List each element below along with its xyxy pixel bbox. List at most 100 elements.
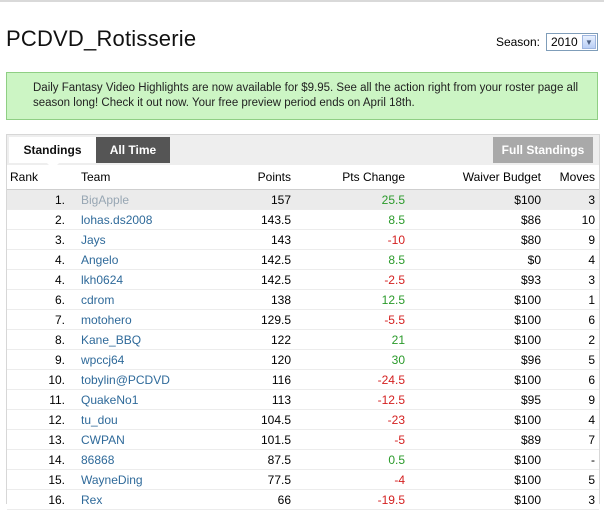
moves-cell: 3 <box>542 189 599 210</box>
table-header-row: Rank Team Points Pts Change Waiver Budge… <box>7 165 599 190</box>
team-link[interactable]: cdrom <box>69 289 214 310</box>
points-cell: 143.5 <box>214 209 292 230</box>
team-link[interactable]: tu_dou <box>69 409 214 430</box>
team-link[interactable]: Kane_BBQ <box>69 329 214 350</box>
rank-cell: 9. <box>7 349 69 370</box>
pts-change-cell: 21 <box>292 329 406 350</box>
promo-text: Daily Fantasy Video Highlights are now a… <box>33 82 579 109</box>
rank-cell: 4. <box>7 249 69 270</box>
table-row: 11. QuakeNo1 113 -12.5 $95 9 <box>7 389 599 410</box>
waiver-budget-cell: $100 <box>406 189 542 210</box>
team-link[interactable]: WayneDing <box>69 469 214 490</box>
table-row: 16. Rex 66 -19.5 $100 3 <box>7 489 599 510</box>
waiver-budget-cell: $100 <box>406 489 542 510</box>
pts-change-cell: 8.5 <box>292 209 406 230</box>
team-link[interactable]: BigApple <box>69 189 214 210</box>
header-points: Points <box>214 165 292 190</box>
rank-cell: 2. <box>7 209 69 230</box>
team-link[interactable]: QuakeNo1 <box>69 389 214 410</box>
points-cell: 77.5 <box>214 469 292 490</box>
table-row: 15. WayneDing 77.5 -4 $100 5 <box>7 469 599 490</box>
moves-cell: 9 <box>542 389 599 410</box>
chevron-down-icon[interactable]: ▼ <box>582 35 596 49</box>
points-cell: 116 <box>214 369 292 390</box>
team-link[interactable]: lohas.ds2008 <box>69 209 214 230</box>
table-row: 2. lohas.ds2008 143.5 8.5 $86 10 <box>7 209 599 230</box>
moves-cell: 3 <box>542 489 599 510</box>
points-cell: 143 <box>214 229 292 250</box>
points-cell: 129.5 <box>214 309 292 330</box>
moves-cell: 4 <box>542 409 599 430</box>
table-row: 4. Angelo 142.5 8.5 $0 4 <box>7 249 599 270</box>
moves-cell: 2 <box>542 329 599 350</box>
points-cell: 142.5 <box>214 249 292 270</box>
team-link[interactable]: motohero <box>69 309 214 330</box>
season-dropdown[interactable]: 2010 ▼ <box>546 33 598 51</box>
waiver-budget-cell: $100 <box>406 289 542 310</box>
tab-standings[interactable]: Standings <box>9 137 96 169</box>
moves-cell: 5 <box>542 349 599 370</box>
waiver-budget-cell: $100 <box>406 369 542 390</box>
table-row: 3. Jays 143 -10 $80 9 <box>7 229 599 250</box>
moves-cell: 6 <box>542 309 599 330</box>
team-link[interactable]: CWPAN <box>69 429 214 450</box>
team-link[interactable]: Rex <box>69 489 214 510</box>
table-row: 8. Kane_BBQ 122 21 $100 2 <box>7 329 599 350</box>
tab-all-time[interactable]: All Time <box>96 137 170 163</box>
pts-change-cell: -19.5 <box>292 489 406 510</box>
waiver-budget-cell: $86 <box>406 209 542 230</box>
table-row: 1. BigApple 157 25.5 $100 3 <box>7 189 599 210</box>
rank-cell: 10. <box>7 369 69 390</box>
rank-cell: 4. <box>7 269 69 290</box>
moves-cell: 3 <box>542 269 599 290</box>
rank-cell: 7. <box>7 309 69 330</box>
table-row: 10. tobylin@PCDVD 116 -24.5 $100 6 <box>7 369 599 390</box>
pts-change-cell: -2.5 <box>292 269 406 290</box>
points-cell: 113 <box>214 389 292 410</box>
rank-cell: 1. <box>7 189 69 210</box>
team-link[interactable]: tobylin@PCDVD <box>69 369 214 390</box>
header-moves: Moves <box>542 165 599 190</box>
rank-cell: 14. <box>7 449 69 470</box>
header-rank: Rank <box>7 165 69 190</box>
table-row: 6. cdrom 138 12.5 $100 1 <box>7 289 599 310</box>
rank-cell: 16. <box>7 489 69 510</box>
rank-cell: 13. <box>7 429 69 450</box>
pts-change-cell: 0.5 <box>292 449 406 470</box>
top-divider <box>0 0 604 2</box>
header-waiver-budget: Waiver Budget <box>406 165 542 190</box>
team-link[interactable]: Angelo <box>69 249 214 270</box>
rank-cell: 6. <box>7 289 69 310</box>
season-selector: Season: 2010 ▼ <box>496 33 598 51</box>
pts-change-cell: 25.5 <box>292 189 406 210</box>
team-link[interactable]: lkh0624 <box>69 269 214 290</box>
table-row: 12. tu_dou 104.5 -23 $100 4 <box>7 409 599 430</box>
points-cell: 87.5 <box>214 449 292 470</box>
header-team: Team <box>69 165 214 190</box>
moves-cell: 6 <box>542 369 599 390</box>
waiver-budget-cell: $100 <box>406 329 542 350</box>
standings-body: 1. BigApple 157 25.5 $100 3 2. lohas.ds2008 143.… <box>7 189 599 510</box>
pts-change-cell: -12.5 <box>292 389 406 410</box>
waiver-budget-cell: $93 <box>406 269 542 290</box>
standings-panel: Standings All Time Full Standings Rank T… <box>6 134 600 510</box>
pts-change-cell: 8.5 <box>292 249 406 270</box>
waiver-budget-cell: $96 <box>406 349 542 370</box>
full-standings-button[interactable]: Full Standings <box>493 137 593 163</box>
standings-table: Rank Team Points Pts Change Waiver Budge… <box>7 165 599 510</box>
team-link[interactable]: 86868 <box>69 449 214 470</box>
moves-cell: 5 <box>542 469 599 490</box>
team-link[interactable]: Jays <box>69 229 214 250</box>
waiver-budget-cell: $100 <box>406 409 542 430</box>
team-link[interactable]: wpccj64 <box>69 349 214 370</box>
season-label: Season: <box>495 35 540 49</box>
moves-cell: - <box>542 449 599 470</box>
waiver-budget-cell: $0 <box>406 249 542 270</box>
table-row: 7. motohero 129.5 -5.5 $100 6 <box>7 309 599 330</box>
moves-cell: 9 <box>542 229 599 250</box>
points-cell: 120 <box>214 349 292 370</box>
waiver-budget-cell: $80 <box>406 229 542 250</box>
rank-cell: 8. <box>7 329 69 350</box>
points-cell: 142.5 <box>214 269 292 290</box>
tab-bar: Standings All Time Full Standings <box>7 134 599 169</box>
